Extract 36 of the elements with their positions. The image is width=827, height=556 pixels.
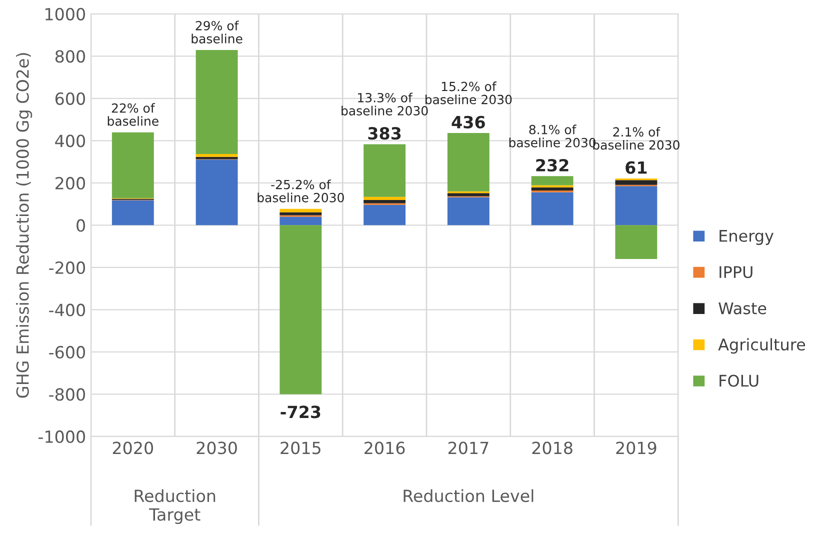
legend-label: FOLU [720, 374, 758, 387]
x-tick-label: 2020 [112, 442, 154, 454]
y-tick-label: 200 [56, 176, 85, 190]
x-tick-label: 2015 [280, 442, 320, 454]
legend-label: Agriculture [718, 338, 806, 354]
annotation: 29% of baseline [192, 20, 242, 44]
total-label: 232 [536, 158, 568, 172]
legend-label: IPPU [720, 266, 752, 278]
annotation: 8.1% of baseline 2030 [509, 124, 596, 148]
x-tick-label: 2018 [532, 442, 572, 454]
y-tick-label: 1000 [46, 8, 85, 20]
y-tick-label: 600 [55, 92, 85, 105]
y-tick-label: 800 [55, 50, 85, 63]
annotation: 15.2% of baseline 2030 [426, 82, 512, 104]
total-label: -723 [280, 406, 320, 418]
y-tick-label: -400 [49, 304, 85, 316]
total-label: 436 [452, 116, 485, 128]
x-tick-label: 2017 [448, 442, 488, 454]
annotation: -25.2% of baseline 2030 [258, 180, 344, 202]
y-tick-label: 400 [55, 134, 85, 148]
annotation: 22% of baseline [108, 103, 158, 126]
text: Reduction Level [404, 489, 534, 502]
total-label: 61 [626, 161, 647, 174]
y-tick-label: 0 [76, 219, 85, 232]
y-tick-label: -200 [49, 261, 85, 274]
x-tick-label: 2019 [616, 442, 656, 454]
x-tick-label: 2030 [196, 442, 237, 454]
legend-label: Waste [718, 302, 766, 314]
total-label: 383 [368, 127, 401, 140]
y-axis-title: GHG Emission Reduction (1000 Gg CO2e) [16, 53, 32, 398]
y-tick-label: -600 [49, 346, 85, 359]
y-tick-label: -800 [49, 388, 85, 401]
x-tick-label: 2016 [364, 442, 405, 454]
text: Reduction Target [134, 489, 216, 524]
y-tick-label: -1000 [38, 430, 85, 444]
legend-label: Energy [720, 230, 774, 245]
